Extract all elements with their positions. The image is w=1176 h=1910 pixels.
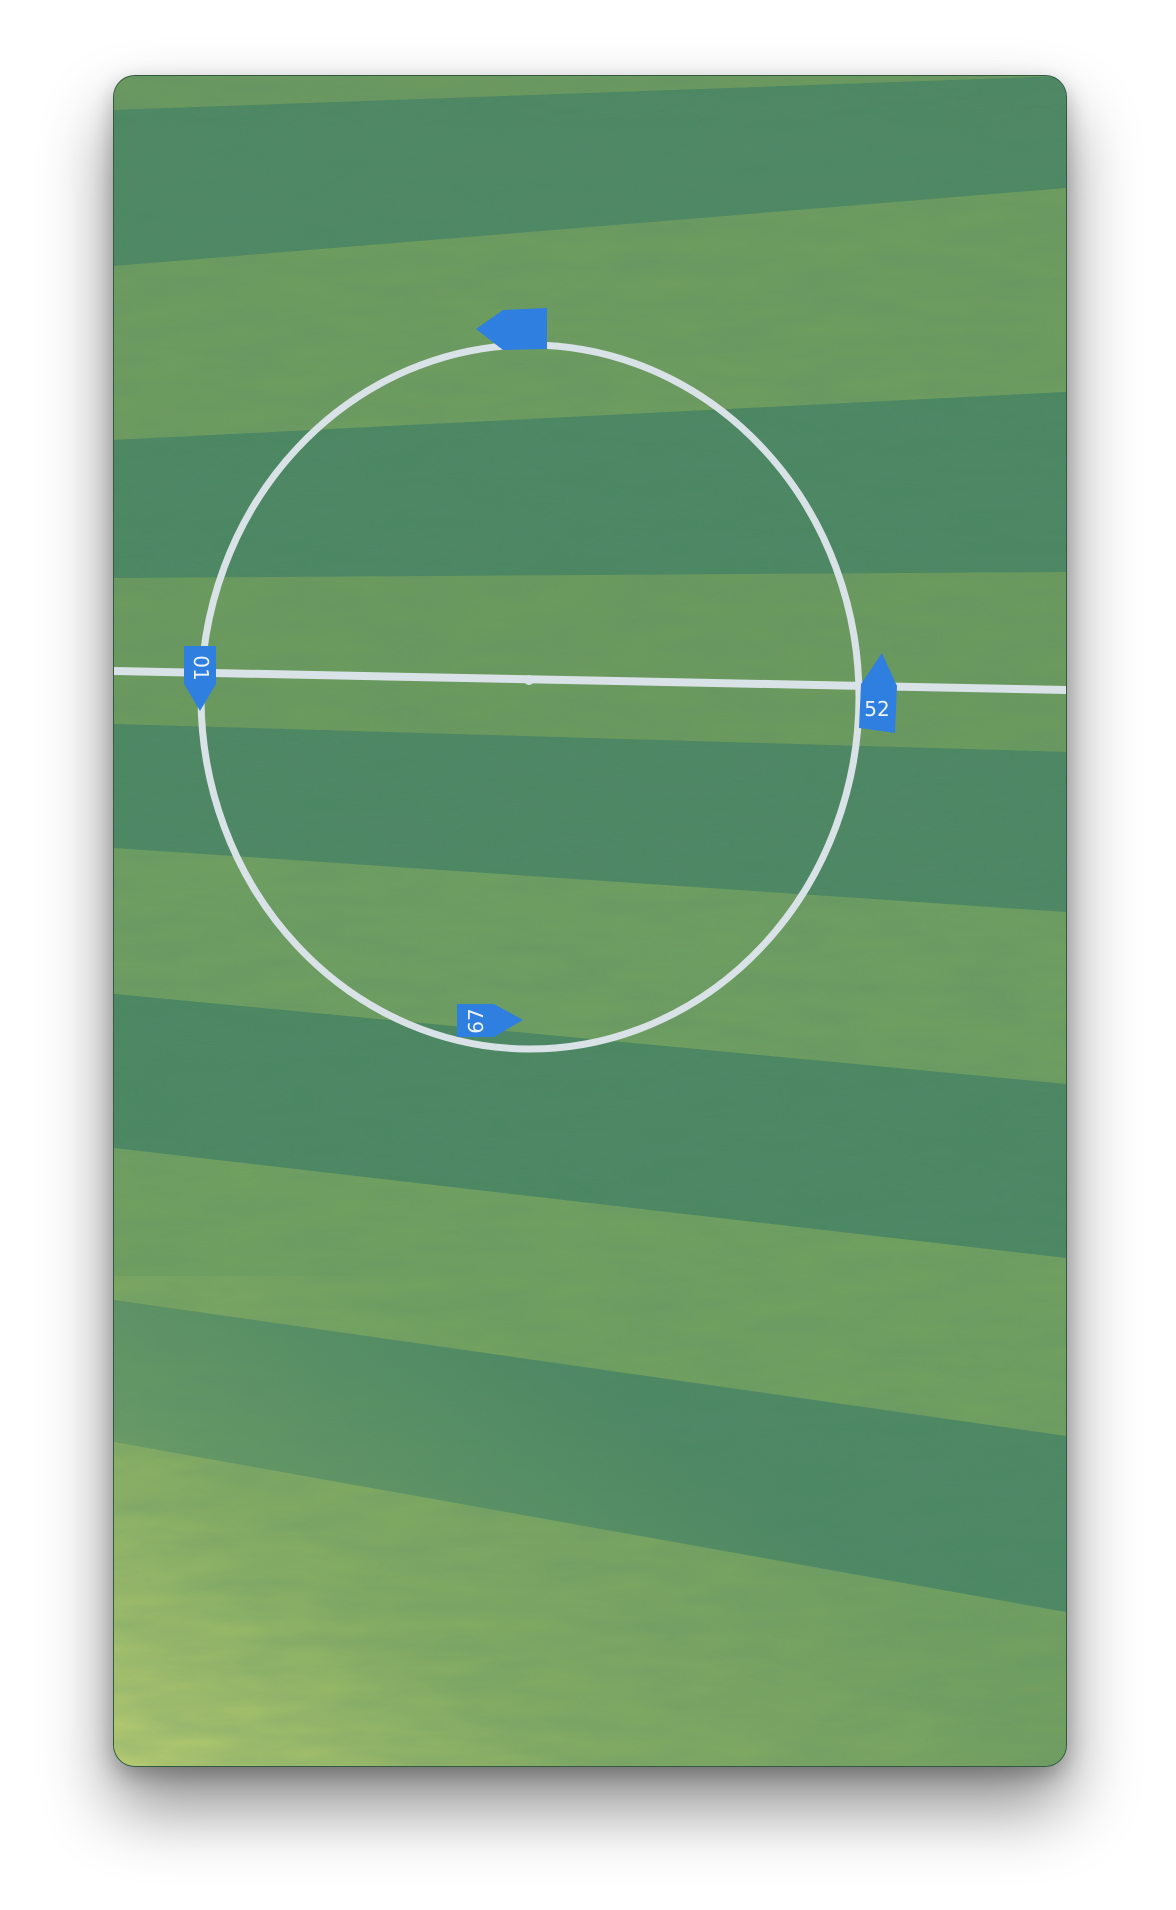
marker-right-label: 52	[864, 697, 889, 721]
marker-right: 52	[859, 653, 897, 733]
halfway-line	[114, 667, 1066, 694]
marker-left: 01	[184, 646, 216, 711]
marker-left-label: 01	[189, 655, 213, 680]
photo-window: 01 52 67	[113, 75, 1067, 1767]
grass-texture	[114, 76, 1066, 1766]
marker-top	[476, 308, 547, 350]
marker-bottom-label: 67	[464, 1008, 488, 1033]
pitch-photo: 01 52 67	[114, 76, 1066, 1766]
marker-bottom: 67	[457, 1004, 523, 1037]
center-spot	[524, 675, 534, 685]
